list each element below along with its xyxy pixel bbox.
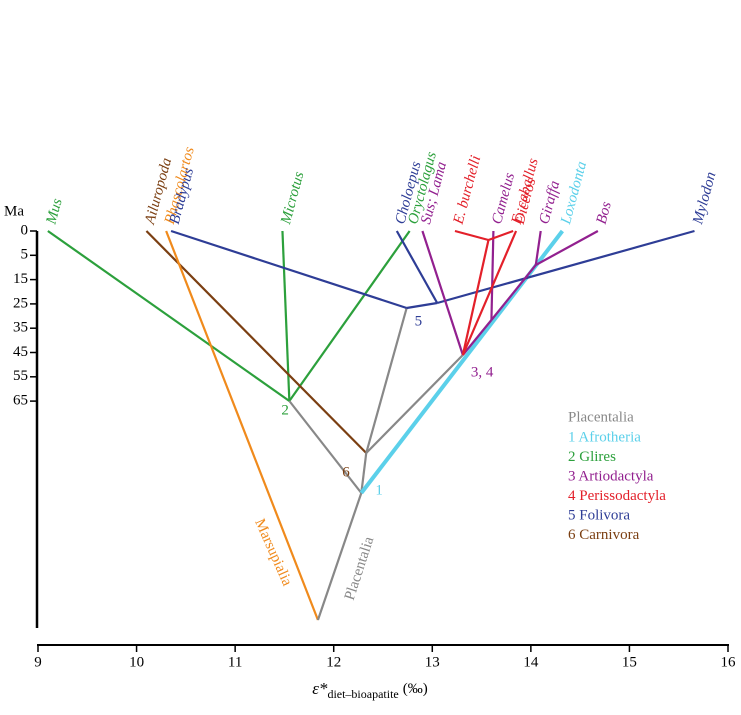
node-label: 6 [342,464,350,480]
node-label: 2 [281,402,289,418]
y-tick-label: 55 [13,368,28,384]
y-tick-label: 5 [21,247,29,263]
branch [490,230,495,321]
y-tick-label: 45 [13,344,28,360]
x-tick-label: 15 [622,654,637,670]
node-label: 5 [415,313,423,329]
branch [490,264,537,321]
legend-title: Placentalia [568,409,634,425]
x-title-unit: (‰) [403,681,428,697]
x-title-symbol: ε* [312,679,328,698]
branch [534,230,542,266]
branch [316,492,363,621]
branch [47,230,290,402]
branch-label: Marsupialia [251,517,295,589]
tip-label: E. burchelli [450,154,484,227]
node-label: 3, 4 [471,364,494,380]
y-tick-label: 15 [13,271,28,287]
branch [406,301,438,310]
branch [165,230,319,621]
branch [436,229,695,305]
branch [170,229,407,310]
legend-item: 1 Afrotheria [568,429,641,445]
x-tick-label: 13 [425,654,440,670]
y-tick-label: 0 [21,222,29,238]
y-tick-label: 25 [13,295,28,311]
node-label: 1 [375,482,383,498]
x-tick-label: 12 [326,654,341,670]
branch [288,230,411,402]
tip-label: Mylodon [690,170,720,227]
branch [365,307,408,454]
x-tick-label: 14 [523,654,539,670]
branch [395,230,439,304]
branch [360,452,368,494]
branch [421,230,464,356]
legend-item: 2 Glires [568,449,616,465]
tip-label: Bos [594,200,615,226]
tip-label: Microtus [278,170,308,227]
y-title: Ma [4,203,24,219]
legend-item: 5 Folivora [568,507,630,523]
x-tick-label: 10 [129,654,144,670]
branch [365,354,464,454]
legend-item: 3 Artiodactyla [568,468,654,484]
x-tick-label: 16 [721,654,737,670]
x-title: ε*diet–bioapatite (‰) [312,679,428,701]
y-tick-label: 65 [13,393,28,409]
legend-item: 4 Perissodactyla [568,488,666,504]
tip-label: Loxodonta [558,160,590,227]
branch [288,400,363,494]
branch [461,239,490,356]
branch [145,230,368,454]
branch-label: Placentalia [342,534,378,602]
y-tick-label: 35 [13,320,28,336]
branch [488,229,514,242]
branch [535,230,599,266]
tip-label: Mus [43,197,65,227]
branch [454,229,489,242]
x-tick-label: 11 [228,654,242,670]
x-tick-label: 9 [34,654,42,670]
branch [461,230,518,356]
x-title-subscript: diet–bioapatite [327,687,398,701]
legend-item: 6 Carnivora [568,527,640,543]
branch [461,319,493,356]
